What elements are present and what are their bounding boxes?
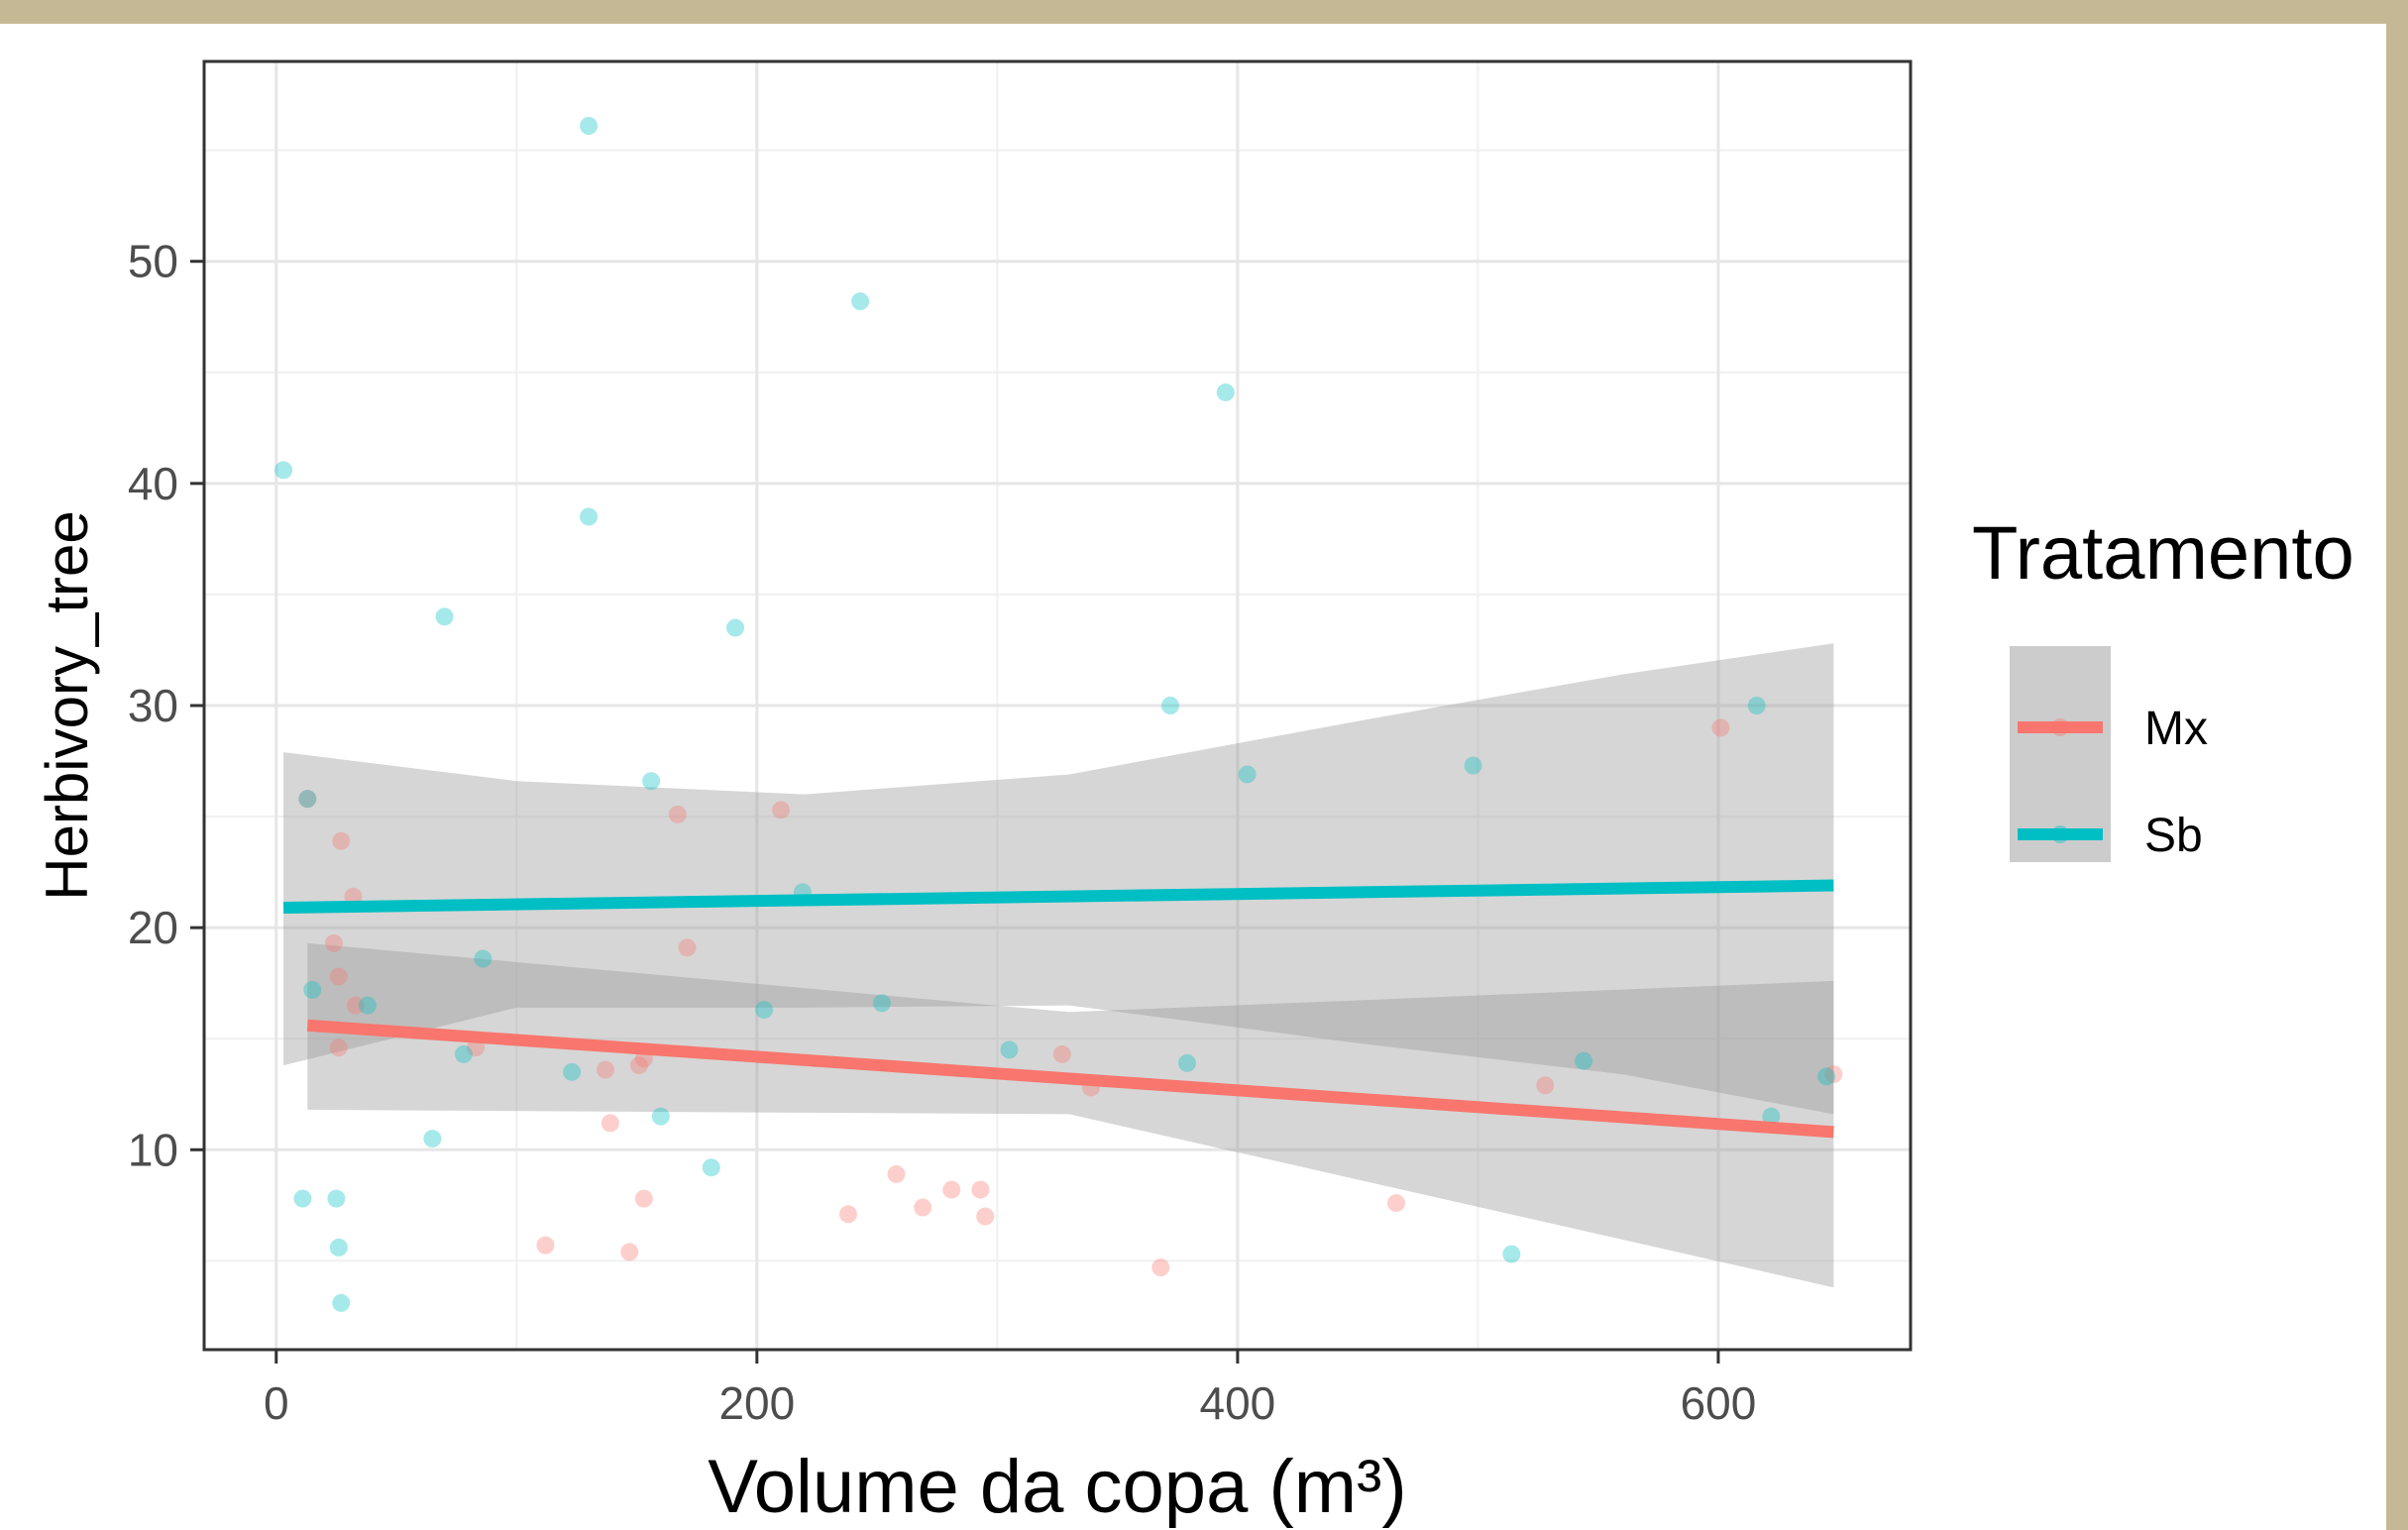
point-mx (620, 1243, 639, 1261)
figure-panel: 0 200 400 600 10 20 30 40 50 Volume da copa (m³… (0, 24, 2386, 1530)
point-mx (629, 1056, 648, 1075)
point-mx (536, 1236, 555, 1255)
point-sb (1177, 1053, 1196, 1072)
point-mx (1052, 1044, 1071, 1063)
point-sb (1762, 1107, 1781, 1126)
y-tick-label: 50 (128, 236, 178, 287)
legend-title: Tratamento (1972, 511, 2354, 596)
point-sb (332, 1293, 351, 1312)
legend-label-sb: Sb (2144, 810, 2203, 862)
confidence-band-mx (307, 942, 1834, 1288)
point-sb (1817, 1067, 1836, 1086)
confidence-bands (283, 643, 1834, 1288)
point-sb (642, 772, 661, 791)
point-sb (303, 980, 322, 999)
point-sb (1747, 697, 1766, 714)
point-mx (1824, 1065, 1843, 1084)
point-sb (702, 1158, 720, 1177)
point-sb (274, 461, 293, 480)
point-mx (298, 790, 317, 809)
point-mx (329, 967, 348, 986)
point-sb (1238, 765, 1257, 784)
point-sb (1502, 1245, 1521, 1263)
point-sb (293, 1189, 312, 1208)
legend-key-background (2010, 646, 2111, 862)
point-sb (423, 1130, 442, 1148)
point-mx (324, 933, 343, 952)
point-sb (327, 1189, 346, 1208)
point-mx (1711, 718, 1730, 737)
scatter-chart: 0 200 400 600 10 20 30 40 50 Volume da copa (m³… (34, 59, 2354, 1529)
x-axis-ticks: 0 200 400 600 (264, 1350, 1756, 1429)
point-mx (346, 996, 365, 1015)
point-sb (651, 1107, 670, 1126)
legend-key-point-mx (2051, 718, 2069, 736)
point-sb (580, 507, 599, 526)
point-mx (601, 1114, 619, 1133)
point-sb (358, 996, 377, 1015)
point-mx (971, 1180, 990, 1199)
point-mx (329, 1038, 348, 1057)
y-tick-label: 30 (128, 680, 178, 731)
point-mx (942, 1180, 961, 1199)
point-sb (851, 292, 870, 311)
point-mx (914, 1198, 932, 1217)
point-mx (597, 1060, 615, 1079)
legend: Tratamento Mx Sb (1972, 511, 2354, 862)
point-sb (298, 790, 317, 809)
y-axis-ticks: 10 20 30 40 50 (128, 236, 204, 1175)
point-sb (1575, 1051, 1593, 1070)
point-mx (634, 1189, 653, 1208)
trend-line-sb (282, 879, 1834, 914)
legend-label-mx: Mx (2144, 703, 2208, 755)
point-mx (332, 831, 351, 850)
point-sb (563, 1062, 582, 1081)
point-mx (668, 805, 687, 823)
confidence-band-sb (283, 643, 1834, 1115)
point-mx (1151, 1258, 1170, 1277)
point-sb (726, 618, 745, 637)
y-axis-label: Herbivory_tree (34, 510, 100, 901)
point-mx (838, 1205, 857, 1224)
point-sb (435, 607, 454, 626)
major-gridlines (204, 61, 1911, 1350)
y-tick-label: 10 (128, 1124, 178, 1175)
legend-key-point-sb (2051, 825, 2069, 843)
x-tick-label: 200 (718, 1377, 795, 1429)
point-sb (755, 1001, 774, 1020)
trend-line-mx (306, 1019, 1834, 1139)
x-tick-label: 400 (1200, 1377, 1276, 1429)
y-tick-label: 20 (128, 902, 178, 953)
point-sb (454, 1044, 473, 1063)
point-mx (772, 801, 791, 820)
point-mx (976, 1207, 995, 1226)
point-sb (1464, 756, 1482, 775)
point-sb (474, 949, 493, 968)
point-sb (1216, 382, 1235, 401)
point-sb (1000, 1040, 1019, 1059)
y-tick-label: 40 (128, 458, 178, 509)
point-sb (329, 1238, 348, 1257)
point-sb (872, 994, 891, 1013)
point-mx (1386, 1194, 1405, 1213)
x-axis-label: Volume da copa (m³) (708, 1445, 1406, 1529)
x-tick-label: 0 (264, 1377, 289, 1429)
point-mx (887, 1164, 906, 1183)
x-tick-label: 600 (1681, 1377, 1757, 1429)
point-sb (580, 117, 599, 135)
data-points (274, 117, 1843, 1312)
point-mx (678, 938, 697, 957)
trend-lines (282, 879, 1834, 1139)
point-mx (1536, 1076, 1555, 1095)
point-sb (1160, 697, 1179, 714)
